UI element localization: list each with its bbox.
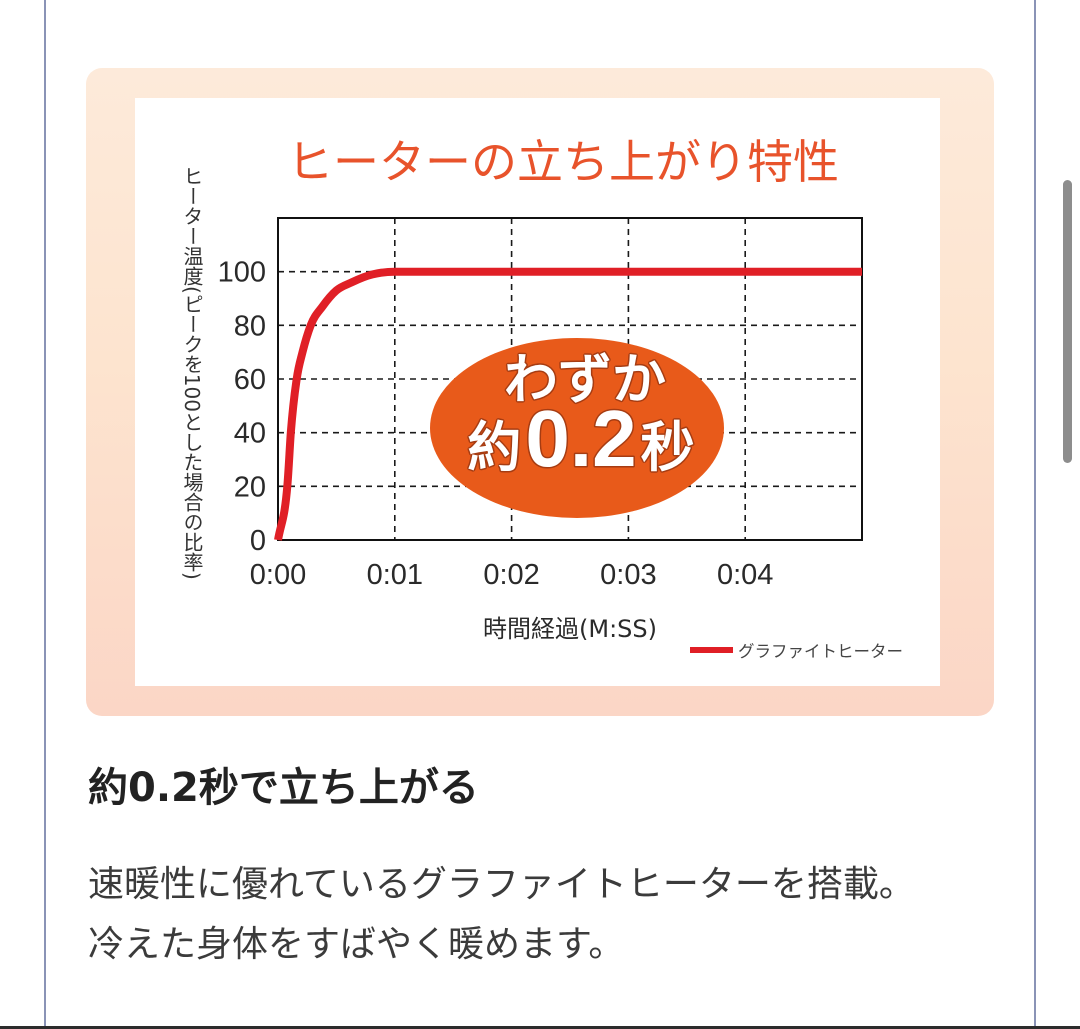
- legend-label: グラファイトヒーター: [738, 642, 903, 661]
- y-tick-label: 20: [234, 471, 266, 503]
- x-axis-ticks: 0:00 0:01 0:02 0:03 0:04: [250, 559, 774, 591]
- x-tick-label: 0:01: [367, 559, 423, 591]
- y-tick-label: 40: [234, 418, 266, 450]
- x-tick-label: 0:02: [483, 559, 539, 591]
- badge-suffix: 秒: [641, 416, 695, 479]
- chart-title: ヒーターの立ち上がり特性: [287, 135, 839, 189]
- badge-value: 0.2: [525, 394, 636, 483]
- y-tick-label: 80: [234, 310, 266, 342]
- y-tick-label: 100: [218, 257, 266, 289]
- description-line: 速暖性に優れているグラファイトヒーターを搭載。: [88, 864, 915, 905]
- x-tick-label: 0:00: [250, 559, 306, 591]
- legend-swatch: [690, 647, 733, 653]
- badge-text-line2: 約0.2秒: [467, 394, 694, 483]
- page-frame-left: [44, 0, 46, 1029]
- scrollbar-thumb[interactable]: [1063, 180, 1072, 463]
- plot-frame: [277, 217, 863, 541]
- page-bottom-border: [0, 1026, 1080, 1029]
- x-tick-label: 0:03: [600, 559, 656, 591]
- series-line: [274, 267, 862, 541]
- section-heading: 約0.2秒で立ち上がる: [88, 765, 479, 811]
- page-frame-right: [1034, 0, 1036, 1029]
- description-line: 冷えた身体をすばやく暖めます。: [88, 924, 625, 965]
- badge-text-line1: わずか: [504, 348, 666, 411]
- y-tick-label: 60: [234, 364, 266, 396]
- y-tick-label: 0: [250, 525, 266, 557]
- x-axis-label: 時間経過(M:SS): [483, 615, 657, 643]
- chart-panel: ヒーターの立ち上がり特性 0 20 40 60 80 100 0:00 0:01 0:02 0:…: [135, 98, 940, 686]
- annotation-badge: わずか 約0.2秒: [430, 338, 724, 518]
- legend: グラファイトヒーター: [690, 642, 903, 661]
- description: 速暖性に優れているグラファイトヒーターを搭載。 冷えた身体をすばやく暖めます。: [88, 855, 1018, 975]
- y-axis-ticks: 0 20 40 60 80 100: [218, 257, 266, 557]
- badge-ellipse: [430, 338, 724, 518]
- badge-prefix: 約: [467, 416, 521, 479]
- y-axis-label: ヒーター温度(ピークを100とした場合の比率): [180, 166, 204, 580]
- x-tick-label: 0:04: [717, 559, 773, 591]
- series-layer: [274, 267, 862, 541]
